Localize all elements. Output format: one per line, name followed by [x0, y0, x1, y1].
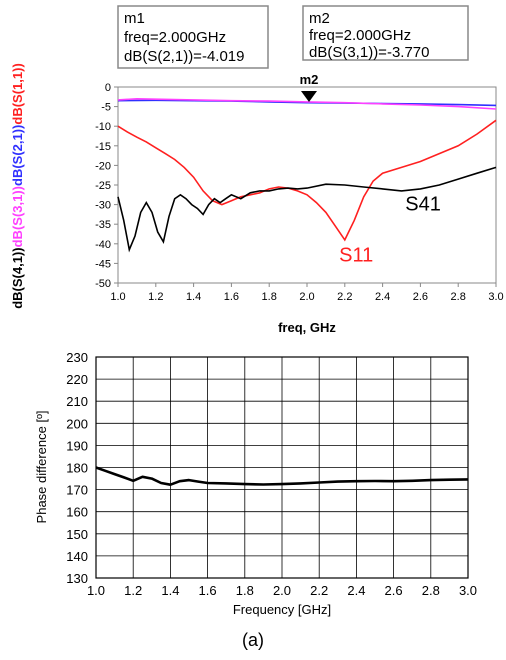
chart1-x-tick-label: 2.8	[451, 291, 466, 303]
chart2-x-tick-label: 1.2	[124, 583, 142, 598]
chart1-x-tick-label: 2.4	[375, 291, 390, 303]
chart1-series-line	[117, 119, 497, 242]
marker-m1-name: m1	[124, 10, 145, 27]
chart2-x-tick-label: 1.6	[199, 583, 217, 598]
marker-m2-value: dB(S(3,1))=-3.770	[309, 44, 429, 61]
chart1-series-line	[117, 166, 497, 253]
marker-box-m1: m1 freq=2.000GHz dB(S(2,1))=-4.019	[117, 5, 269, 69]
figure-caption: (a)	[242, 630, 264, 650]
marker-triangle: m2	[300, 72, 319, 102]
chart1-x-tick-label: 2.2	[337, 291, 352, 303]
chart2-x-tick-label: 2.2	[310, 583, 328, 598]
chart1-x-tick-label: 1.4	[186, 291, 201, 303]
chart1-y-tick-label: -30	[95, 200, 111, 212]
chart2-y-tick-label: 210	[66, 394, 88, 409]
chart1-y-tick-label: -25	[95, 180, 111, 192]
chart1-x-tick-label: 2.6	[413, 291, 428, 303]
marker-m2-name: m2	[309, 10, 330, 27]
chart2-y-tick-label: 150	[66, 527, 88, 542]
chart1-series-annotation: S41	[405, 193, 441, 215]
chart2-y-tick-label: 160	[66, 505, 88, 520]
chart2-x-tick-label: 1.0	[87, 583, 105, 598]
chart1-y-tick-label: -50	[95, 278, 111, 290]
chart2-y-tick-label: 140	[66, 549, 88, 564]
chart1-x-tick-label: 1.6	[224, 291, 239, 303]
chart2-x-tick-label: 2.8	[422, 583, 440, 598]
chart2-y-axis-label: Phase difference [º]	[34, 411, 49, 524]
chart2-phase-line	[95, 466, 469, 486]
chart1-x-axis-label: freq, GHz	[278, 320, 336, 335]
chart1-x-tick-label: 1.2	[148, 291, 163, 303]
chart1-y-tick-label: -20	[95, 160, 111, 172]
chart2-x-tick-label: 2.4	[347, 583, 365, 598]
chart1-y-label-part: dB(S(4,1))	[10, 247, 25, 308]
marker-m1-freq: freq=2.000GHz	[124, 29, 226, 46]
chart1-y-label-part: dB(S(2,1))	[10, 125, 25, 186]
phase-difference-chart: 1.0 1.2 1.4 1.6 1.8 2.0 2.2 2.4 2.6 2.8 3.0 230 220 2…	[34, 350, 477, 617]
chart2-y-tick-label: 190	[66, 438, 88, 453]
chart1-y-tick-label: -40	[95, 239, 111, 251]
chart2-y-tick-label: 130	[66, 571, 88, 586]
chart1-y-tick-label: -10	[95, 121, 111, 133]
chart2-x-axis-label: Frequency [GHz]	[233, 602, 331, 617]
marker-plot-label: m2	[300, 72, 319, 87]
chart1-y-label-part: dB(S(3,1))	[10, 186, 25, 247]
chart2-y-tick-label: 180	[66, 461, 88, 476]
marker-box-m2: m2 freq=2.000GHz dB(S(3,1))=-3.770	[302, 5, 469, 61]
chart2-x-tick-label: 2.6	[385, 583, 403, 598]
chart1-series-line	[117, 97, 497, 110]
chart1-x-tick-label: 1.8	[262, 291, 277, 303]
chart2-y-tick-label: 200	[66, 416, 88, 431]
chart1-y-label-part: dB(S(1,1))	[10, 63, 25, 124]
marker-m1-value: dB(S(2,1))=-4.019	[124, 48, 244, 65]
marker-m2-freq: freq=2.000GHz	[309, 27, 411, 44]
chart2-x-tick-label: 1.4	[161, 583, 179, 598]
chart1-y-tick-label: -5	[101, 102, 111, 114]
chart1-y-tick-label: -15	[95, 141, 111, 153]
chart1-y-tick-label: 0	[105, 82, 111, 94]
chart2-y-tick-label: 170	[66, 483, 88, 498]
chart1-x-tick-label: 3.0	[488, 291, 503, 303]
chart1-y-axis-label: dB(S(4,1))dB(S(3,1))dB(S(2,1))dB(S(1,1))	[10, 63, 25, 309]
chart2-y-tick-label: 220	[66, 372, 88, 387]
chart2-y-tick-label: 230	[66, 350, 88, 365]
marker-m2-triangle	[301, 91, 317, 102]
chart2-x-tick-label: 1.8	[236, 583, 254, 598]
chart1-x-tick-label: 1.0	[110, 291, 125, 303]
chart1-y-tick-label: -45	[95, 258, 111, 270]
chart1-series-line	[117, 99, 497, 107]
chart1-y-tick-label: -35	[95, 219, 111, 231]
chart1-series-annotation: S11	[339, 244, 373, 266]
chart1-x-tick-label: 2.0	[299, 291, 314, 303]
chart2-x-tick-label: 3.0	[459, 583, 477, 598]
chart2-x-tick-label: 2.0	[273, 583, 291, 598]
sparameter-chart: 1.0 1.2 1.4 1.6 1.8 2.0 2.2 2.4 2.6 2.8 3.0 0 -5 -10 -…	[10, 63, 504, 335]
